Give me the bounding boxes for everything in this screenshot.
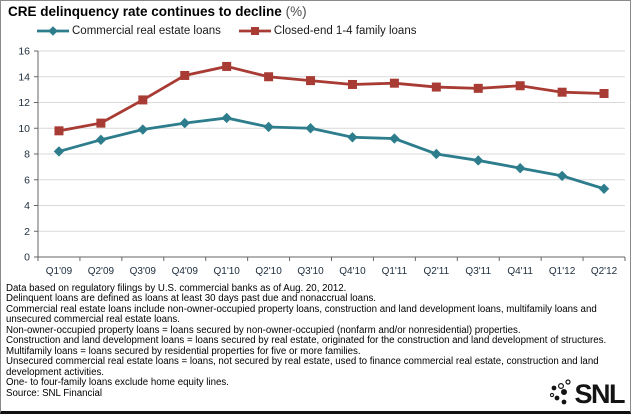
chart-title-unit: (%) xyxy=(285,4,307,19)
x-axis-label: Q2'11 xyxy=(424,266,450,277)
snl-logo-text: SNL xyxy=(574,379,626,409)
data-point-commercial-real-estate-loans xyxy=(347,132,358,143)
footnote-line: Delinquent loans are defined as loans at… xyxy=(6,293,376,305)
data-point-closed-end-1-4-family-loans xyxy=(431,82,441,92)
data-point-commercial-real-estate-loans xyxy=(598,183,610,194)
data-point-commercial-real-estate-loans xyxy=(514,162,526,174)
chart-title-text: CRE delinquency rate continues to declin… xyxy=(8,4,282,19)
x-axis-label: Q4'11 xyxy=(507,266,533,277)
legend-label: Commercial real estate loans xyxy=(72,25,221,37)
y-axis-label: 0 xyxy=(24,252,30,264)
data-point-closed-end-1-4-family-loans xyxy=(96,118,106,128)
data-point-commercial-real-estate-loans xyxy=(473,155,484,166)
series-line-closed-end-1-4-family-loans xyxy=(58,65,605,133)
x-axis-label: Q1'12 xyxy=(549,266,576,277)
x-axis-label: Q2'10 xyxy=(255,266,282,277)
y-axis-label: 6 xyxy=(24,174,30,186)
legend-label: Closed-end 1-4 family loans xyxy=(273,25,417,37)
y-axis-label: 12 xyxy=(18,97,30,109)
chart-legend: Commercial real estate loans Closed-end 1… xyxy=(37,25,416,37)
delinquency-line-chart: 0 2 4 6 8 10 12 14 16 Q1'09 Q2'09 Q3'09 Q4'09 Q1'10 Q2… xyxy=(18,46,626,277)
y-axis-label: 10 xyxy=(18,123,30,135)
data-point-closed-end-1-4-family-loans xyxy=(306,76,316,86)
x-axis-label: Q4'10 xyxy=(339,266,366,277)
data-point-commercial-real-estate-loans xyxy=(431,148,442,160)
footnote-line: development activities. xyxy=(6,366,105,378)
x-axis-label: Q3'10 xyxy=(297,266,324,277)
x-axis-label: Q4'09 xyxy=(172,266,199,277)
data-point-commercial-real-estate-loans xyxy=(263,121,274,133)
data-point-commercial-real-estate-loans xyxy=(221,112,232,124)
chart-title: CRE delinquency rate continues to declin… xyxy=(8,4,307,19)
footnote-line: Unsecured commercial real estate loans =… xyxy=(6,356,599,368)
data-point-commercial-real-estate-loans xyxy=(95,134,107,146)
data-point-closed-end-1-4-family-loans xyxy=(515,81,525,91)
legend-square-marker-icon xyxy=(238,27,271,35)
x-axis-label: Q3'11 xyxy=(465,266,491,277)
snl-logo-dots-icon xyxy=(549,379,571,405)
data-point-closed-end-1-4-family-loans xyxy=(222,61,232,71)
footnote-line: Multifamily loans = loans secured by res… xyxy=(6,345,361,357)
footnote-line: Non-owner-occupied property loans = loan… xyxy=(6,324,521,336)
legend-item: Closed-end 1-4 family loans xyxy=(238,25,417,37)
data-point-commercial-real-estate-loans xyxy=(556,170,568,182)
x-axis-label: Q2'09 xyxy=(88,266,115,277)
data-point-closed-end-1-4-family-loans xyxy=(180,70,190,80)
data-point-commercial-real-estate-loans xyxy=(389,133,400,144)
data-point-closed-end-1-4-family-loans xyxy=(557,87,567,97)
data-point-closed-end-1-4-family-loans xyxy=(54,126,64,136)
data-point-commercial-real-estate-loans xyxy=(305,123,316,134)
x-axis-label: Q1'10 xyxy=(213,266,240,277)
footnote-line: Data based on regulatory filings by U.S.… xyxy=(6,283,347,294)
snl-logo: SNL xyxy=(549,377,626,409)
x-axis-label: Q3'09 xyxy=(130,266,157,277)
y-axis-label: 14 xyxy=(18,71,30,83)
y-axis-label: 16 xyxy=(18,46,30,58)
footnotes: Data based on regulatory filings by U.S.… xyxy=(6,283,607,399)
series-line-commercial-real-estate-loans xyxy=(58,116,605,191)
legend-item: Commercial real estate loans xyxy=(37,25,221,37)
footnote-line: Construction and land development loans … xyxy=(6,335,607,347)
data-point-commercial-real-estate-loans xyxy=(179,117,190,129)
footnote-line: unsecured commercial real estate loans. xyxy=(6,314,180,326)
footnote-line: Source: SNL Financial xyxy=(6,387,103,399)
legend-diamond-marker-icon xyxy=(37,26,69,36)
y-axis-label: 8 xyxy=(24,149,30,161)
footnote-line: One- to four-family loans exclude home e… xyxy=(6,377,229,389)
data-point-closed-end-1-4-family-loans xyxy=(347,79,357,89)
data-point-commercial-real-estate-loans xyxy=(53,146,65,157)
y-axis-label: 4 xyxy=(24,200,30,212)
x-axis-label: Q1'09 xyxy=(46,266,73,277)
x-axis-label: Q2'12 xyxy=(591,266,618,277)
y-axis-label: 2 xyxy=(24,226,30,238)
data-point-closed-end-1-4-family-loans xyxy=(599,88,609,98)
footnote-line: Commercial real estate loans include non… xyxy=(6,303,597,315)
data-point-closed-end-1-4-family-loans xyxy=(473,83,483,93)
data-point-closed-end-1-4-family-loans xyxy=(389,78,399,88)
data-point-commercial-real-estate-loans xyxy=(137,124,149,135)
x-axis-label: Q1'11 xyxy=(382,266,408,277)
data-point-closed-end-1-4-family-loans xyxy=(138,95,148,105)
data-point-closed-end-1-4-family-loans xyxy=(264,72,274,82)
